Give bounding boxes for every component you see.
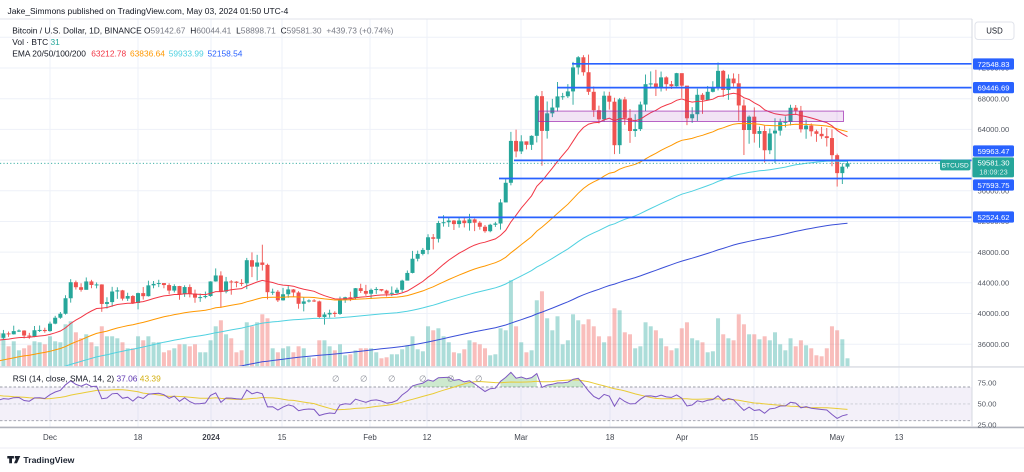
svg-text:15: 15	[750, 433, 759, 442]
svg-text:∅: ∅	[419, 374, 427, 384]
svg-text:Mar: Mar	[514, 433, 528, 442]
svg-text:75.00: 75.00	[978, 378, 997, 387]
svg-text:18: 18	[134, 433, 143, 442]
svg-text:15: 15	[278, 433, 287, 442]
svg-text:EMA 20/50/100/200 63212.78 638: EMA 20/50/100/200 63212.78 63836.64 5993…	[12, 49, 242, 59]
svg-text:Apr: Apr	[676, 433, 689, 442]
svg-text:25.00: 25.00	[978, 421, 997, 430]
svg-text:68000.00: 68000.00	[978, 94, 1010, 103]
svg-text:∅: ∅	[332, 374, 340, 384]
svg-text:Jake_Simmons published on Trad: Jake_Simmons published on TradingView.co…	[8, 6, 289, 16]
svg-text:13: 13	[895, 433, 904, 442]
svg-text:40000.00: 40000.00	[978, 309, 1010, 318]
svg-text:12: 12	[423, 433, 432, 442]
svg-text:72548.83: 72548.83	[977, 60, 1009, 69]
svg-text:USD: USD	[986, 27, 1003, 36]
svg-text:18: 18	[606, 433, 615, 442]
svg-text:59581.30: 59581.30	[977, 159, 1009, 168]
svg-text:57593.75: 57593.75	[977, 181, 1009, 190]
svg-text:∅: ∅	[388, 374, 396, 384]
svg-text:50.00: 50.00	[978, 400, 997, 409]
svg-text:64000.00: 64000.00	[978, 125, 1010, 134]
svg-text:44000.00: 44000.00	[978, 279, 1010, 288]
svg-text:Dec: Dec	[43, 433, 57, 442]
svg-text:RSI (14, close, SMA, 14, 2) 37: RSI (14, close, SMA, 14, 2) 37.06 43.39	[13, 373, 161, 383]
svg-text:Bitcoin / U.S. Dollar, 1D, BIN: Bitcoin / U.S. Dollar, 1D, BINANCE O5914…	[12, 26, 393, 36]
svg-text:∅: ∅	[475, 374, 483, 384]
svg-text:Feb: Feb	[363, 433, 377, 442]
svg-text:∅: ∅	[360, 374, 368, 384]
svg-text:48000.00: 48000.00	[978, 248, 1010, 257]
svg-text:TradingView: TradingView	[23, 455, 74, 465]
svg-text:∅: ∅	[447, 374, 455, 384]
svg-text:56000.00: 56000.00	[978, 186, 1010, 195]
svg-text:69446.69: 69446.69	[977, 83, 1009, 92]
svg-text:2024: 2024	[202, 433, 220, 442]
svg-text:52524.62: 52524.62	[977, 213, 1009, 222]
svg-text:59963.47: 59963.47	[977, 147, 1009, 156]
svg-text:May: May	[830, 433, 845, 442]
svg-text:BTCUSD: BTCUSD	[942, 162, 969, 169]
svg-text:36000.00: 36000.00	[978, 340, 1010, 349]
svg-text:Vol · BTC 31: Vol · BTC 31	[12, 37, 60, 47]
svg-text:18:09:23: 18:09:23	[979, 168, 1007, 177]
